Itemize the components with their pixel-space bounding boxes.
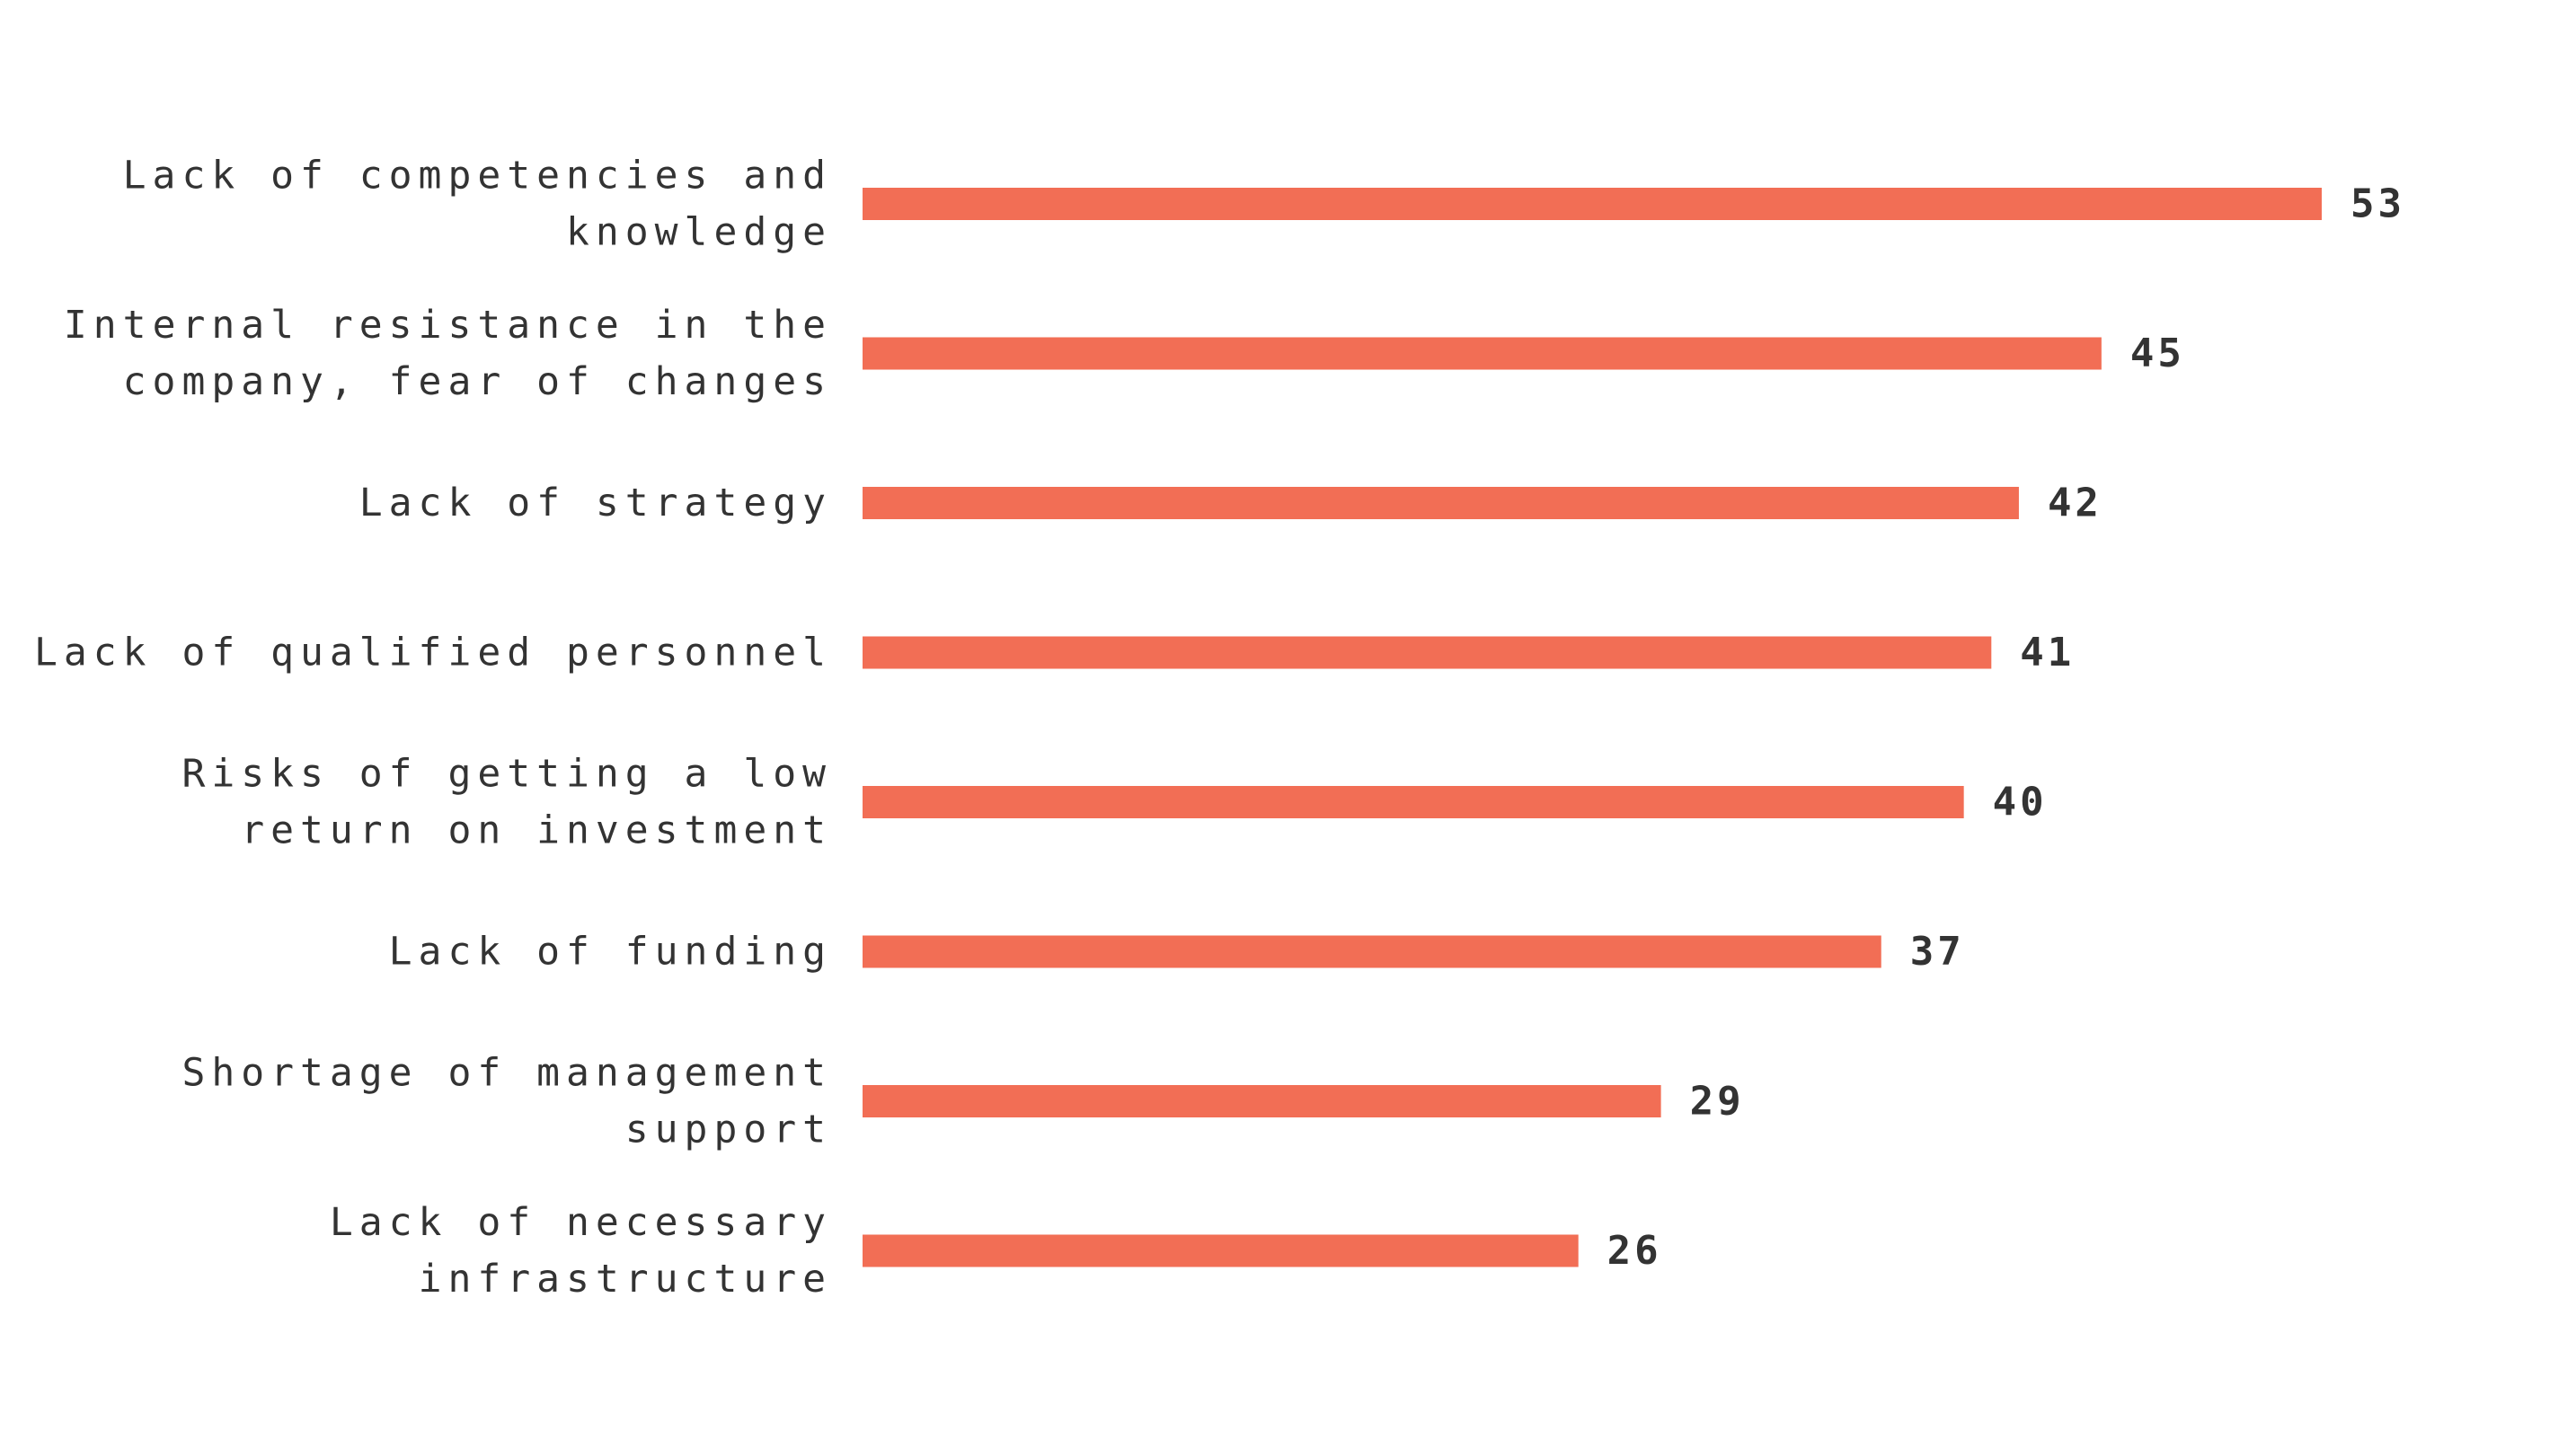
bar [863, 188, 2322, 220]
value-label: 26 [1607, 1228, 1662, 1274]
value-label: 53 [2350, 181, 2405, 227]
bar [863, 636, 1992, 669]
bar-row: 37 Lack of funding [389, 929, 1965, 975]
category-label: Risks of getting a low [181, 752, 832, 797]
category-label: company, fear of changes [123, 359, 832, 404]
value-label: 41 [2020, 630, 2075, 675]
value-label: 37 [1910, 929, 1965, 975]
value-label: 40 [1993, 780, 2048, 825]
bar [863, 1085, 1661, 1117]
bar-row: 26 Lack of necessary infrastructure [330, 1200, 1662, 1302]
bar-row: 29 Shortage of management support [181, 1051, 1745, 1152]
bar [863, 487, 2019, 519]
bar [863, 786, 1964, 818]
bar [863, 337, 2102, 370]
category-label: Lack of competencies and [123, 154, 832, 199]
category-label: Lack of strategy [359, 481, 832, 525]
category-label: knowledge [566, 210, 832, 255]
bar-row: 53 Lack of competencies and knowledge [123, 154, 2405, 255]
bar-row: 41 Lack of qualified personnel [34, 630, 2075, 675]
bar-row: 40 Risks of getting a low return on invest… [181, 752, 2048, 853]
bar [863, 1234, 1579, 1267]
value-label: 29 [1690, 1079, 1745, 1125]
bar-row: 45 Internal resistance in the company, fea… [64, 303, 2185, 404]
bar [863, 935, 1881, 968]
category-label: Lack of funding [389, 930, 832, 975]
category-label: Lack of necessary [330, 1200, 832, 1245]
category-label: return on investment [241, 808, 832, 853]
category-label: Internal resistance in the [64, 303, 832, 348]
category-label: Shortage of management [181, 1051, 832, 1096]
value-label: 45 [2130, 331, 2185, 376]
value-label: 42 [2048, 481, 2102, 526]
category-label: support [625, 1108, 832, 1152]
category-label: Lack of qualified personnel [34, 631, 832, 675]
category-label: infrastructure [419, 1257, 832, 1302]
bar-row: 42 Lack of strategy [359, 481, 2102, 526]
